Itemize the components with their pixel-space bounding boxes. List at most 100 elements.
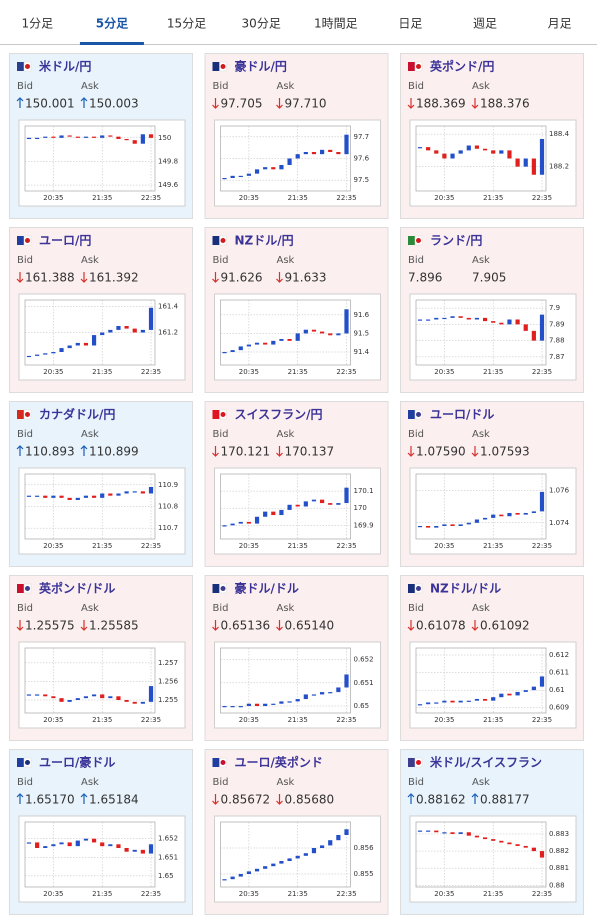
flag <box>212 236 220 245</box>
candle <box>442 700 447 703</box>
x-tick-label: 20:35 <box>434 890 454 898</box>
candle <box>246 173 251 176</box>
bid-label: Bid <box>408 777 424 788</box>
candle <box>116 136 121 139</box>
bid-value: 7.896 <box>408 271 442 285</box>
flag <box>25 238 30 243</box>
candle <box>263 703 268 707</box>
x-tick-label: 22:35 <box>532 194 552 202</box>
candle <box>474 519 480 523</box>
bid-label: Bid <box>213 255 229 266</box>
x-tick-label: 21:35 <box>288 542 308 550</box>
plot-area <box>415 299 547 366</box>
candle <box>222 352 227 354</box>
candle <box>132 491 137 493</box>
candle <box>100 135 105 138</box>
down-arrow <box>276 272 283 283</box>
ask-value: 0.88177 <box>480 793 530 807</box>
x-tick-label: 21:35 <box>483 716 503 724</box>
bid-value: 170.121 <box>221 445 271 459</box>
candle <box>336 152 341 155</box>
candle <box>238 874 243 877</box>
y-tick-label: 91.5 <box>354 329 370 337</box>
x-tick-label: 20:35 <box>43 194 63 202</box>
pair-name: 英ポンド/円 <box>430 59 494 74</box>
candle <box>116 696 121 700</box>
plot-area <box>24 647 156 714</box>
x-tick-label: 22:35 <box>141 194 161 202</box>
y-tick-label: 7.9 <box>549 304 560 312</box>
candle <box>491 150 496 154</box>
candle <box>75 698 80 700</box>
candle <box>531 847 536 852</box>
candle <box>148 134 154 138</box>
tab[interactable]: 日足 <box>398 17 422 31</box>
tab[interactable]: 1分足 <box>21 17 53 31</box>
candle <box>434 526 439 528</box>
candle <box>531 511 536 513</box>
candle <box>230 350 235 352</box>
candle <box>75 497 80 500</box>
candle <box>59 698 64 702</box>
candle <box>287 158 292 165</box>
tab[interactable]: 15分足 <box>167 17 206 31</box>
plot-area <box>220 473 351 540</box>
candle <box>26 137 32 140</box>
y-tick-label: 188.2 <box>549 163 569 171</box>
candle <box>328 149 333 152</box>
tab[interactable]: 月足 <box>548 17 572 31</box>
candle <box>320 149 325 155</box>
candle <box>116 844 121 848</box>
candle <box>132 328 137 333</box>
plot-area <box>24 125 156 192</box>
x-tick-label: 20:35 <box>43 542 63 550</box>
candle <box>417 319 423 321</box>
flag <box>17 236 24 245</box>
tab[interactable]: 5分足 <box>96 16 128 31</box>
candle <box>417 526 423 528</box>
x-tick-label: 21:35 <box>483 368 503 376</box>
x-tick-label: 20:35 <box>434 542 454 550</box>
bid-value: 188.369 <box>416 97 466 111</box>
candle <box>336 835 341 841</box>
bid-label: Bid <box>408 255 424 266</box>
candle <box>67 700 72 702</box>
y-tick-label: 1.074 <box>549 519 570 527</box>
down-arrow <box>212 794 219 805</box>
candle <box>287 701 292 703</box>
ask-value: 170.137 <box>285 445 335 459</box>
flag <box>220 64 226 69</box>
flag <box>220 412 226 417</box>
tab[interactable]: 30分足 <box>242 17 281 31</box>
y-tick-label: 149.8 <box>158 157 178 165</box>
candle <box>51 844 56 847</box>
bid-label: Bid <box>213 429 229 440</box>
flag <box>416 412 421 417</box>
tab[interactable]: 1時間足 <box>314 17 358 31</box>
y-tick-label: 188.4 <box>549 130 570 138</box>
candle <box>132 701 137 704</box>
down-arrow <box>80 620 88 631</box>
y-tick-label: 0.855 <box>354 870 374 878</box>
bid-label: Bid <box>408 603 424 614</box>
candle <box>458 832 463 834</box>
candle <box>450 832 455 834</box>
x-tick-label: 21:35 <box>288 890 308 898</box>
ask-value: 161.392 <box>89 271 139 285</box>
ask-label: Ask <box>472 429 490 440</box>
pair-name: 米ドル/スイスフラン <box>430 755 542 770</box>
x-tick-label: 20:35 <box>239 368 259 376</box>
candle <box>482 517 488 520</box>
ask-label: Ask <box>277 81 295 92</box>
candle <box>246 703 251 707</box>
candle <box>59 348 64 352</box>
tab[interactable]: 週足 <box>473 17 497 31</box>
flag <box>212 584 220 593</box>
candle <box>279 509 284 516</box>
candle <box>442 153 447 159</box>
bid-value: 0.65136 <box>221 619 271 633</box>
bid-label: Bid <box>17 777 33 788</box>
y-tick-label: 0.88 <box>549 881 565 889</box>
candle <box>230 876 235 880</box>
candle <box>43 694 48 697</box>
